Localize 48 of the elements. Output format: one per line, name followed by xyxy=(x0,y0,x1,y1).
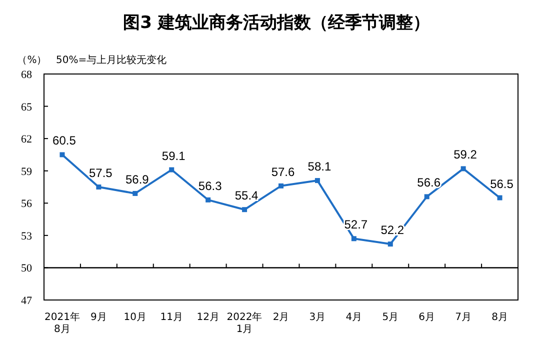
x-tick-label: 12月 xyxy=(196,312,220,323)
data-label: 57.6 xyxy=(271,164,295,179)
x-tick-label: 3月 xyxy=(309,312,326,323)
data-label: 60.5 xyxy=(52,134,76,148)
chart-title: 图3 建筑业商务活动指数（经季节调整） xyxy=(123,13,430,33)
x-tick-label: 2022年 1月 xyxy=(226,311,262,335)
y-tick-label: 47 xyxy=(21,295,32,307)
data-label: 57.5 xyxy=(89,166,113,180)
x-tick-label: 11月 xyxy=(160,312,183,323)
y-tick-label: 59 xyxy=(21,166,32,178)
y-axis-title: （%） xyxy=(17,55,47,66)
point xyxy=(242,207,248,212)
y-tick-label: 50 xyxy=(21,262,32,275)
y-tick-label: 56 xyxy=(21,198,32,210)
data-label: 55.4 xyxy=(234,188,259,203)
data-label: 59.2 xyxy=(454,148,478,162)
y-tick-label: 53 xyxy=(21,230,32,242)
y-tick-label: 62 xyxy=(21,134,32,146)
x-tick-label: 7月 xyxy=(455,312,472,323)
point xyxy=(424,194,430,200)
point xyxy=(460,166,466,172)
point xyxy=(388,242,393,247)
x-tick-label: 2月 xyxy=(272,312,290,323)
point xyxy=(497,195,502,200)
point xyxy=(60,152,65,158)
point xyxy=(132,190,138,196)
x-tick-label: 8月 xyxy=(492,312,508,323)
y-tick-label: 65 xyxy=(21,101,32,114)
x-tick-label: 10月 xyxy=(124,312,147,323)
x-tick-label: 6月 xyxy=(418,312,436,323)
data-label: 56.5 xyxy=(490,176,514,191)
x-tick-label: 2021年 8月 xyxy=(44,311,80,335)
data-label: 56.3 xyxy=(198,178,222,193)
y-tick-label: 68 xyxy=(21,69,32,81)
point xyxy=(314,178,320,184)
data-label: 56.9 xyxy=(125,172,150,186)
x-tick-label: 9月 xyxy=(90,312,107,323)
data-label: 59.1 xyxy=(162,148,186,163)
x-tick-label: 4月 xyxy=(346,312,362,323)
text: 50%=与上月比较无变化 xyxy=(56,54,167,66)
point xyxy=(206,197,211,202)
data-label: 58.1 xyxy=(308,160,332,174)
point xyxy=(96,184,102,190)
x-tick-label: 5月 xyxy=(382,312,399,323)
point xyxy=(278,183,284,188)
point xyxy=(169,167,174,172)
point xyxy=(351,236,356,242)
data-label: 56.6 xyxy=(417,176,441,190)
